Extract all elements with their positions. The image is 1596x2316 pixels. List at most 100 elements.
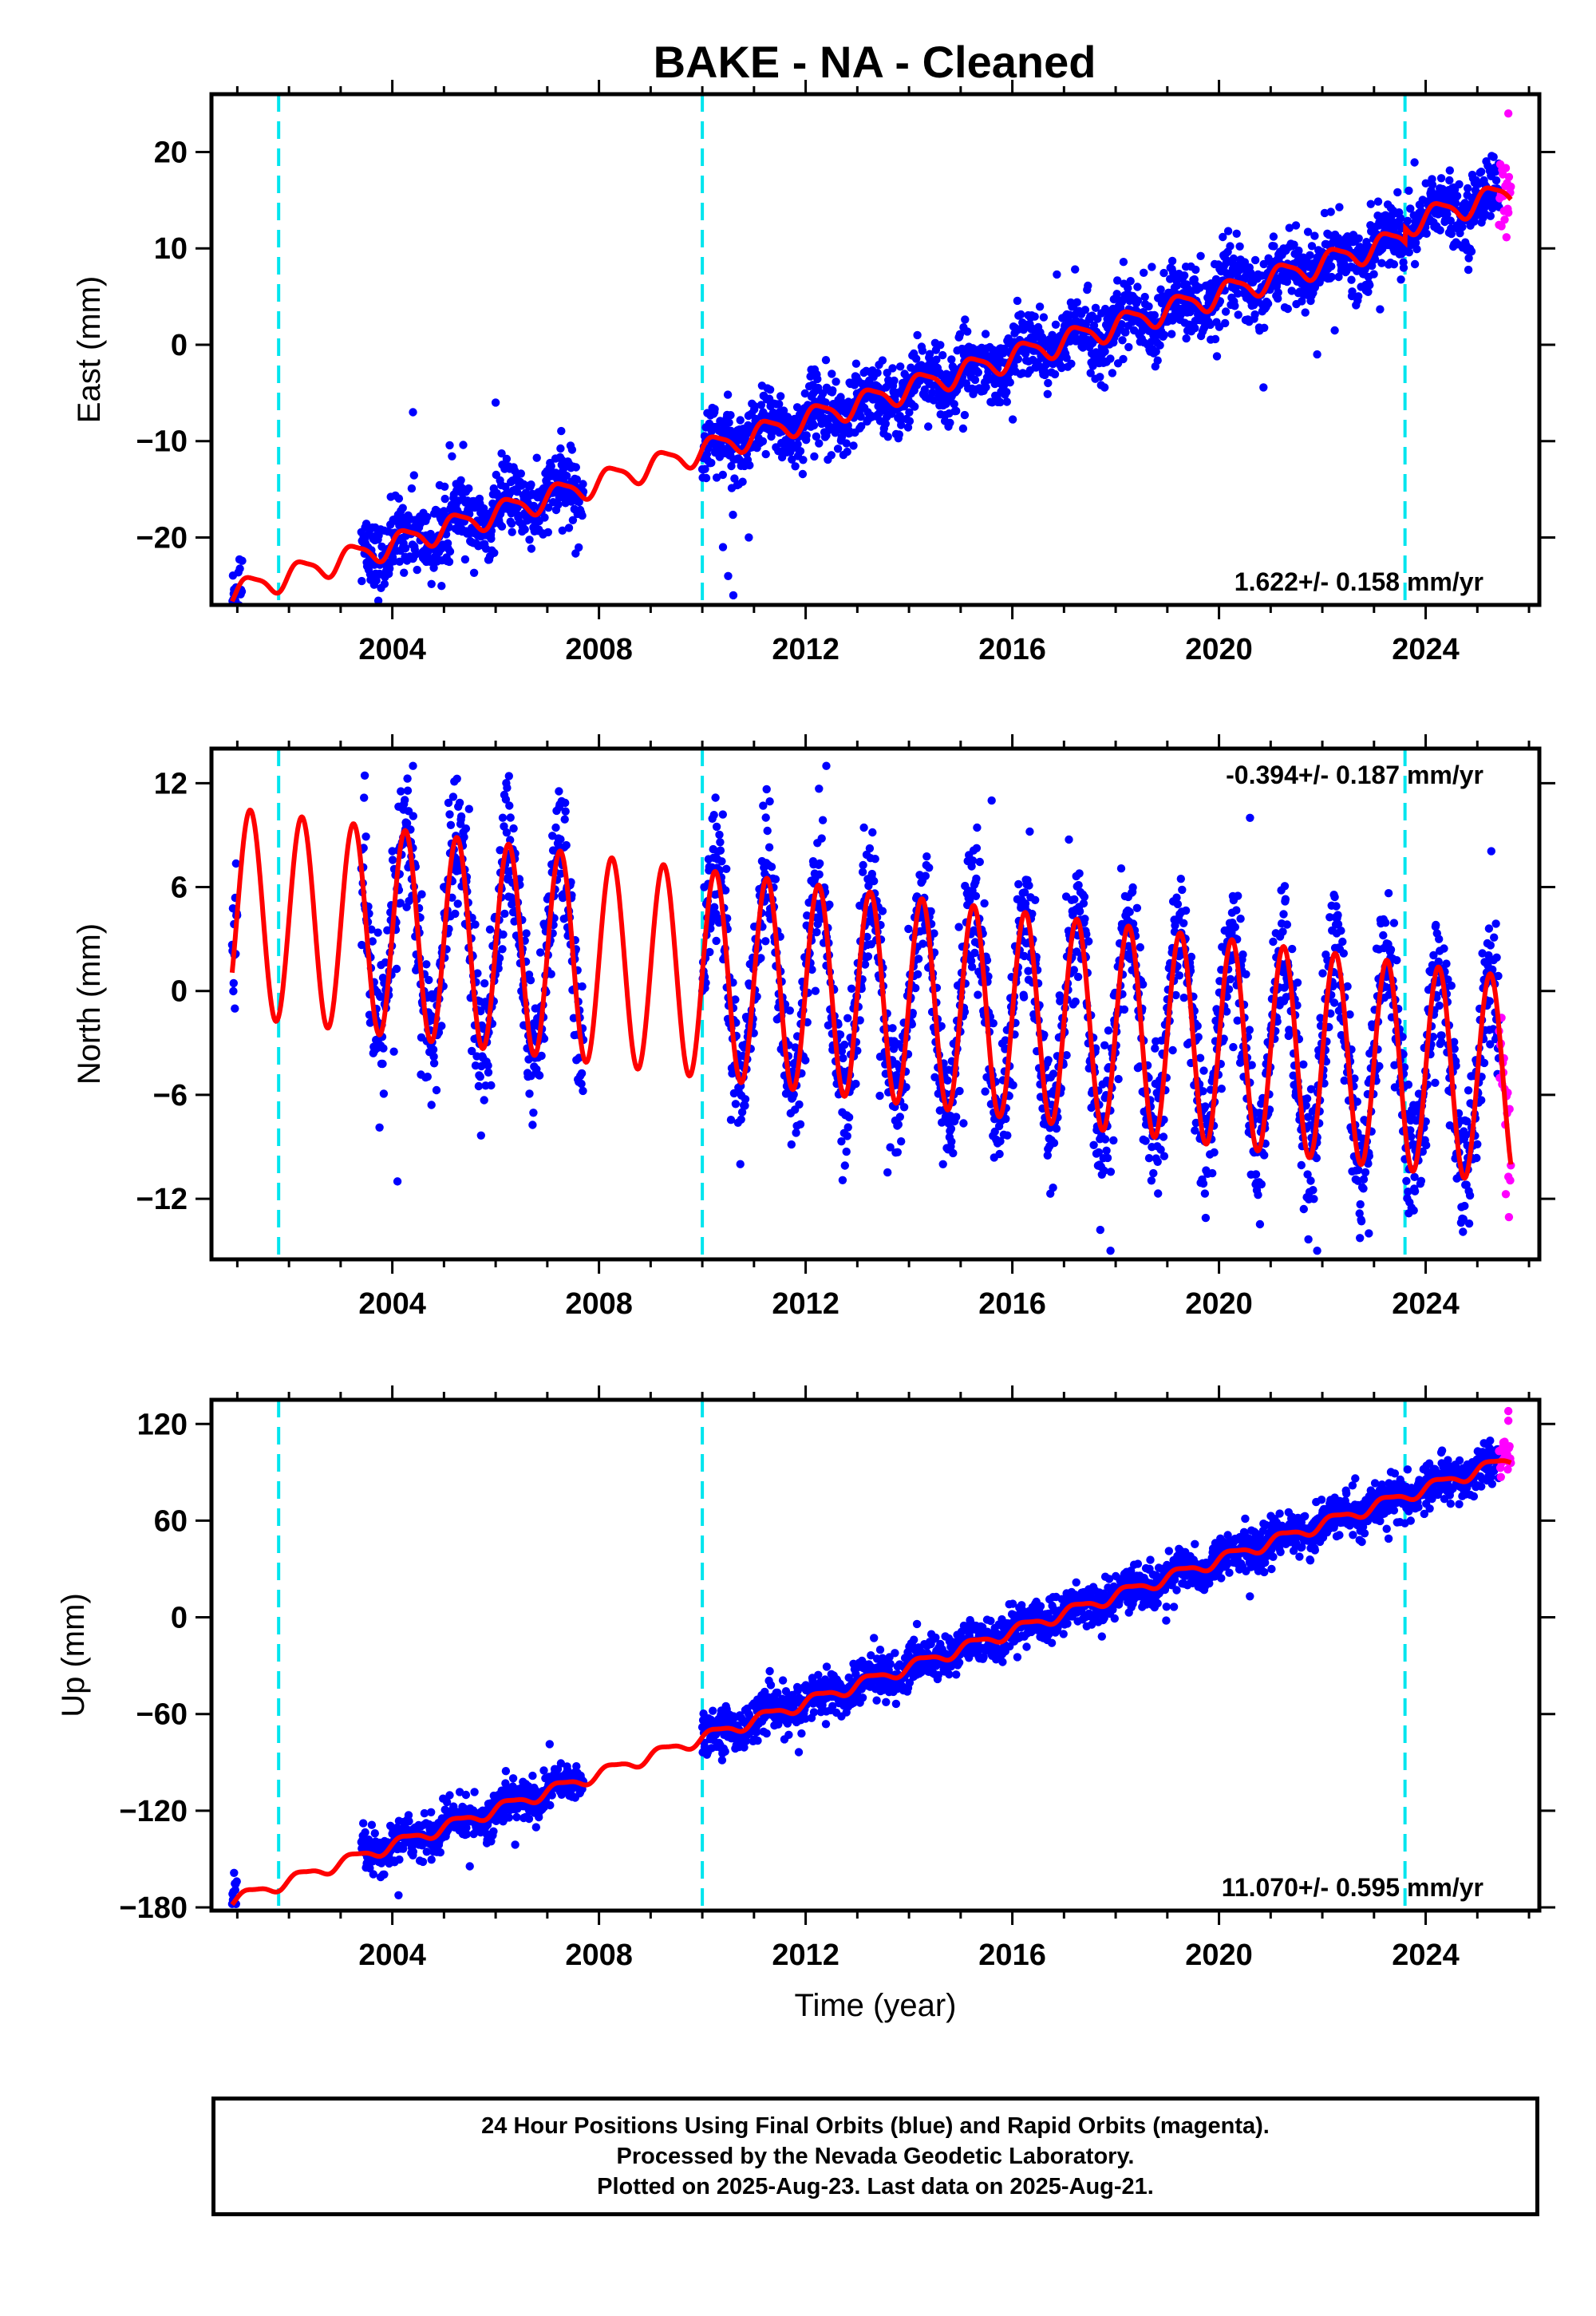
east-final-point [1133,296,1143,305]
east-final-point [487,534,496,543]
north-final-point [360,771,369,780]
east-final-point [832,426,841,435]
east-final-point [1491,167,1500,176]
east-rapid-point [1507,182,1515,192]
north-final-point [429,1052,438,1061]
north-final-point [1222,1007,1231,1016]
north-final-point [728,1069,737,1078]
north-final-point [526,976,535,985]
east-final-point [1365,281,1374,290]
north-final-point [715,830,724,840]
east-rate-label: 1.622+/- 0.158 mm/yr [1235,567,1483,596]
north-final-point [1171,990,1180,1000]
east-final-point [727,461,736,471]
east-final-point [1140,292,1149,302]
east-final-point [920,385,930,394]
east-final-point [1108,369,1117,377]
east-final-point [1310,231,1319,240]
east-final-point [1366,200,1376,208]
east-final-point [707,458,716,468]
east-final-point [1232,229,1241,238]
north-final-point [1062,1051,1071,1060]
east-final-point [881,419,891,429]
north-final-point [456,812,466,821]
east-final-point [1376,305,1385,314]
east-final-point [1140,268,1148,277]
east-final-point [1211,334,1220,344]
north-final-point [844,1113,854,1122]
north-final-point [468,1046,476,1056]
east-final-point [918,346,927,355]
north-final-point [737,1115,745,1124]
east-final-point [1182,334,1191,343]
east-final-point [1436,174,1446,183]
east-final-point [1263,299,1273,308]
north-final-point [863,952,873,961]
east-final-point [895,430,904,439]
north-final-point [1116,864,1126,873]
east-final-point [464,484,473,493]
north-final-point [1074,880,1083,890]
east-final-point [799,456,808,464]
east-final-point [1274,288,1282,297]
north-final-point [1001,1114,1010,1124]
north-final-point [402,819,412,828]
north-final-point [1014,879,1023,889]
east-final-point [1282,277,1292,287]
east-final-point [358,576,366,586]
east-final-point [974,368,983,377]
east-x-tick-label: 2008 [565,633,633,666]
north-final-point [875,1091,884,1101]
north-final-point [1089,1140,1098,1150]
east-final-point [1156,285,1165,294]
north-final-point [843,1132,851,1140]
east-final-point [1486,211,1495,220]
east-final-point [1260,323,1269,332]
north-final-point [765,797,774,806]
north-final-point [1219,1034,1228,1043]
east-final-point [1406,204,1415,213]
east-final-point [802,431,811,440]
north-final-point [883,1168,892,1177]
north-final-point [968,856,978,865]
east-final-point [936,341,945,350]
north-final-point [1181,906,1191,915]
north-final-point [911,983,920,993]
east-final-point [1326,207,1335,216]
east-final-point [575,543,583,552]
east-rapid-point [1500,215,1509,224]
north-final-point [460,832,468,842]
north-final-point [508,735,516,743]
north-final-point [838,1176,847,1185]
east-final-point [1393,188,1402,197]
north-final-point [1217,1085,1227,1093]
east-final-point [736,416,745,425]
north-final-point [771,875,780,883]
east-final-point [1168,316,1177,325]
north-final-point [1293,978,1302,987]
east-final-point [1053,270,1061,279]
east-final-point [798,469,808,479]
north-final-point [709,811,718,820]
panels: 2004 2008 2012 2016 2020 2024−20−1001020East … [56,80,1555,2023]
north-final-point [858,868,867,876]
north-final-point [796,1120,805,1129]
east-final-point [562,472,571,480]
east-final-point [832,377,840,386]
north-final-point [1187,952,1196,962]
north-final-point [1151,1044,1159,1053]
north-final-point [484,1068,493,1077]
east-final-point [1153,356,1162,365]
east-final-point [1089,321,1099,330]
north-final-point [705,947,714,957]
north-final-point [811,986,820,995]
north-final-point [1075,907,1084,916]
north-final-point [718,810,727,819]
north-final-point [716,846,725,855]
east-final-point [1306,251,1314,259]
north-final-point [817,834,826,843]
east-final-point [1144,302,1153,311]
east-final-point [1452,192,1462,200]
north-final-point [397,787,405,796]
north-final-point [836,1030,845,1039]
